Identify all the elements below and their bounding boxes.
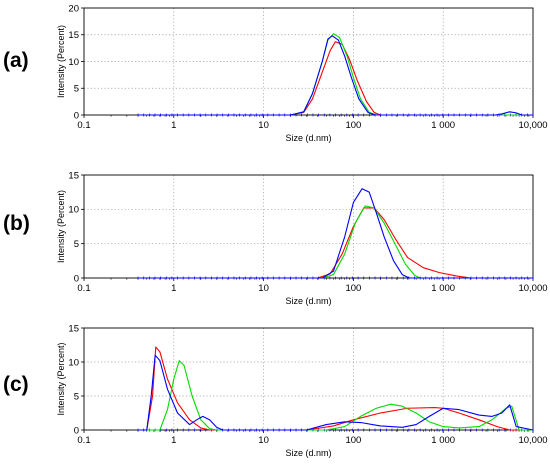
y-tick-label: 15 [68,30,79,41]
chart-panel-1: (a) 0 5 10 15 20 0.1 1 10 100 1 000 10,000 Size (d.n… [3,3,548,143]
x-tick-label: 1 000 [431,120,455,131]
y-tick-label: 0 [74,110,79,121]
y-axis-title: Intensity (Percent) [56,342,66,415]
series-line-1 [138,346,533,431]
x-tick-label: 100 [345,435,361,446]
x-axis-title: Size (d.nm) [285,448,331,458]
y-tick-label: 5 [74,84,79,95]
x-tick-label: 10 [258,435,269,446]
plot-frame [83,174,534,279]
y-tick-label: 5 [74,391,79,402]
x-tick-label: 0.1 [77,120,90,131]
series-line-3 [138,354,534,431]
series-line-3 [138,35,533,116]
series-line-1 [138,41,533,116]
x-axis-title: Size (d.nm) [285,133,331,143]
chart-panel-2: (b) 0 5 10 15 0.1 1 10 100 1 000 10,000 Size (d.nm)… [3,170,548,306]
y-tick-label: 5 [74,239,79,250]
x-tick-label: 10 [258,120,269,131]
y-tick-label: 10 [68,357,79,368]
baseline-markers [137,113,534,117]
x-tick-label: 10,000 [518,283,547,294]
chart-panel-3: (c) 0 5 10 15 0.1 1 10 100 1 000 10,000 Size (d.nm)… [3,323,548,458]
x-tick-label: 10 [258,283,269,294]
panel-label: (c) [3,373,29,396]
x-tick-label: 0.1 [77,435,90,446]
x-tick-label: 1 [171,435,176,446]
x-tick-label: 100 [345,120,361,131]
y-tick-label: 20 [68,3,79,14]
series-line-2 [138,360,533,431]
panel-label: (b) [3,212,30,235]
x-tick-label: 1 [171,120,176,131]
x-tick-label: 100 [345,283,361,294]
series-line-2 [138,33,533,116]
x-axis-title: Size (d.nm) [285,296,331,306]
y-tick-label: 15 [68,170,79,181]
x-tick-label: 10,000 [518,120,547,131]
x-tick-label: 0.1 [77,283,90,294]
series-line-2 [138,205,533,279]
y-tick-label: 15 [68,323,79,334]
x-tick-label: 10,000 [518,435,547,446]
y-axis-title: Intensity (Percent) [56,190,66,263]
panel-label: (a) [3,49,29,72]
y-tick-label: 10 [68,57,79,68]
y-tick-label: 10 [68,205,79,216]
series-line-3 [138,188,533,279]
x-tick-label: 1 000 [431,283,455,294]
x-tick-label: 1 [171,283,176,294]
x-tick-label: 1 000 [431,435,455,446]
series-line-1 [138,207,533,279]
y-tick-label: 0 [74,425,79,436]
y-tick-label: 0 [74,273,79,284]
y-axis-title: Intensity (Percent) [56,25,66,98]
